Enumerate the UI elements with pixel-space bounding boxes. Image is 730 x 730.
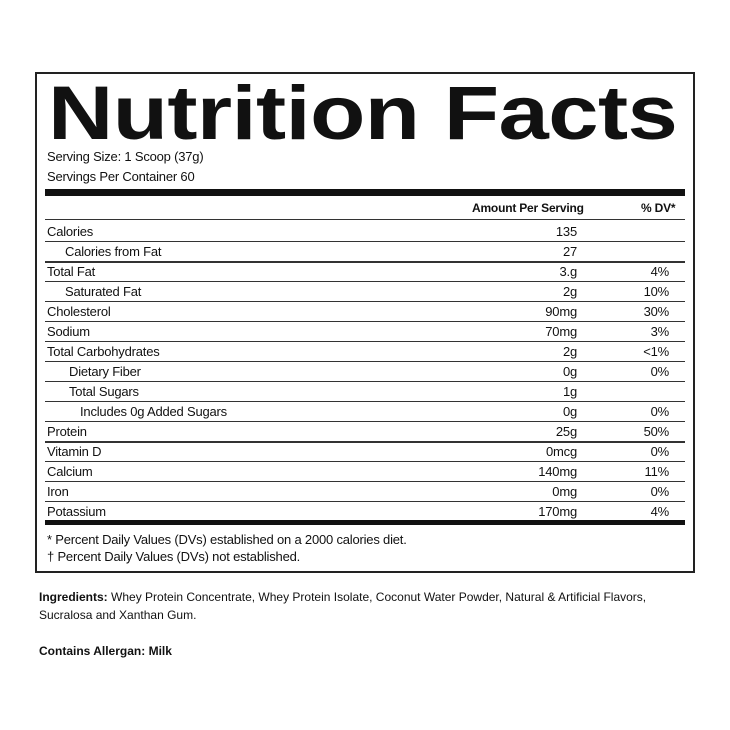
- nutrient-row: Dietary Fiber 0g 0%: [45, 361, 685, 382]
- nutrient-name: Calories: [47, 224, 94, 239]
- nutrient-amount: 27: [562, 244, 577, 259]
- column-header: % DV*: [641, 201, 676, 215]
- nutrient-name: Total Sugars: [69, 384, 139, 399]
- allergen-label: Contains Allergan:: [39, 644, 146, 658]
- nutrient-name: Cholesterol: [47, 304, 111, 319]
- nutrient-dv: 4%: [650, 264, 670, 279]
- nutrient-row: Calcium 140mg 11%: [45, 461, 685, 482]
- nutrient-name: Vitamin D: [47, 444, 102, 459]
- nutrient-amount: 70mg: [545, 324, 577, 339]
- nutrient-dv: 30%: [643, 304, 670, 319]
- nutrient-row: Protein 25g 50%: [45, 421, 685, 443]
- nutrient-amount: 0g: [562, 364, 577, 379]
- nutrient-row: Includes 0g Added Sugars 0g 0%: [45, 401, 685, 422]
- nutrient-row: Saturated Fat 2g 10%: [45, 281, 685, 302]
- nutrient-dv: <1%: [643, 344, 669, 359]
- nutrient-name: Includes 0g Added Sugars: [80, 404, 227, 419]
- nutrient-row: Potassium 170mg 4%: [45, 501, 685, 521]
- nutrient-row: Total Sugars 1g: [45, 381, 685, 402]
- nutrient-dv: 4%: [650, 504, 670, 519]
- thick-rule: [45, 189, 685, 196]
- nutrient-amount: 140mg: [538, 464, 577, 479]
- nutrient-row: Total Fat 3.g 4%: [45, 261, 685, 282]
- label-title: Nutrition Facts: [48, 71, 678, 156]
- nutrient-row: Total Carbohydrates 2g <1%: [45, 341, 685, 362]
- nutrient-row: Iron 0mg 0%: [45, 481, 685, 502]
- rule: [45, 219, 685, 220]
- nutrient-name: Sodium: [47, 324, 90, 339]
- footnote: † Percent Daily Values (DVs) not establi…: [47, 549, 301, 564]
- nutrient-amount: 2g: [562, 344, 577, 359]
- allergen: Contains Allergan: Milk: [39, 642, 699, 660]
- nutrient-name: Total Fat: [47, 264, 96, 279]
- ingredients: Ingredients: Whey Protein Concentrate, W…: [39, 588, 699, 624]
- footnote: * Percent Daily Values (DVs) established…: [47, 532, 407, 547]
- nutrient-name: Dietary Fiber: [69, 364, 141, 379]
- nutrient-row: Calories 135: [45, 221, 685, 242]
- servings-per-container: Servings Per Container 60: [47, 169, 195, 184]
- nutrient-name: Iron: [47, 484, 69, 499]
- nutrient-name: Calories from Fat: [65, 244, 162, 259]
- nutrient-name: Total Carbohydrates: [47, 344, 160, 359]
- nutrient-name: Protein: [47, 424, 87, 439]
- nutrient-dv: 11%: [644, 464, 670, 479]
- nutrient-row: Vitamin D 0mcg 0%: [45, 441, 685, 462]
- label-box: [35, 72, 695, 573]
- nutrient-amount: 3.g: [559, 264, 578, 279]
- nutrient-name: Potassium: [47, 504, 106, 519]
- nutrient-dv: 0%: [650, 444, 670, 459]
- nutrient-amount: 2g: [562, 284, 577, 299]
- nutrient-amount: 0g: [562, 404, 577, 419]
- nutrient-dv: 0%: [650, 484, 670, 499]
- nutrient-name: Calcium: [47, 464, 93, 479]
- thick-rule: [45, 520, 685, 525]
- column-header: Amount Per Serving: [472, 201, 584, 215]
- nutrient-amount: 0mg: [552, 484, 577, 499]
- nutrient-amount: 170mg: [538, 504, 577, 519]
- nutrient-amount: 0mcg: [546, 444, 577, 459]
- nutrient-dv: 0%: [650, 404, 670, 419]
- allergen-text: Milk: [148, 644, 172, 658]
- nutrient-dv: 10%: [643, 284, 670, 299]
- nutrient-dv: 3%: [650, 324, 670, 339]
- ingredients-text: Whey Protein Concentrate, Whey Protein I…: [39, 590, 647, 622]
- nutrient-amount: 90mg: [545, 304, 577, 319]
- nutrient-dv: 50%: [643, 424, 670, 439]
- nutrient-row: Cholesterol 90mg 30%: [45, 301, 685, 322]
- nutrient-name: Saturated Fat: [65, 284, 142, 299]
- nutrient-amount: 1g: [562, 384, 577, 399]
- nutrient-amount: 25g: [555, 424, 577, 439]
- nutrient-amount: 135: [555, 224, 577, 239]
- nutrient-row: Sodium 70mg 3%: [45, 321, 685, 342]
- nutrient-row: Calories from Fat 27: [45, 241, 685, 263]
- serving-size: Serving Size: 1 Scoop (37g): [47, 149, 204, 164]
- ingredients-label: Ingredients:: [39, 590, 108, 604]
- nutrient-dv: 0%: [650, 364, 670, 379]
